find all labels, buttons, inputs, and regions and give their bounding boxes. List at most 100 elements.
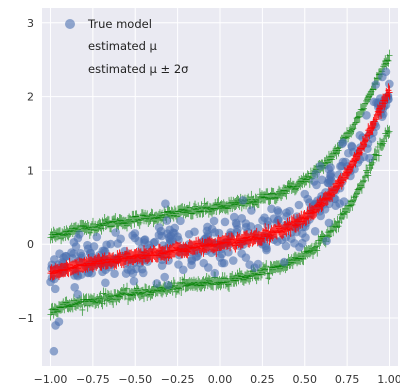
true-model-point [290,238,299,248]
true-model-point [347,142,357,152]
true-model-point [121,269,131,278]
true-model-point [190,227,199,237]
true-model-point [73,289,83,299]
x-tick-label: −0.75 [76,373,110,386]
true-model-point [355,131,365,140]
band-lower-marker [110,295,117,308]
true-model-point [241,222,251,232]
true-model-point [176,216,185,226]
true-model-point [285,206,294,216]
true-model-point [199,258,209,268]
true-model-point [92,232,102,242]
x-tick-label: 0.00 [208,373,233,386]
band-lower-marker [246,272,253,285]
band-lower-marker [385,126,392,139]
true-model-point [70,271,79,280]
band-lower-marker [209,277,216,290]
band-lower-marker [375,149,382,162]
true-model-point [338,138,348,147]
x-tick-label: 0.75 [335,373,360,386]
tick-labels: −1.00 −0.75 −0.50 −0.25 0.00 0.25 0.50 0.75 1.00… [18,17,400,386]
true-model-point [339,197,349,206]
true-model-point [217,258,227,268]
band-upper-marker [329,153,336,166]
mu-marker [386,85,393,100]
band-lower-marker [149,286,156,299]
mu-marker [213,243,220,258]
band-upper-marker [351,118,358,131]
true-model-point [160,272,169,282]
true-model-point [110,269,119,279]
band-lower-marker [257,268,264,281]
true-model-point [247,206,256,215]
true-model-point [129,276,139,286]
true-model-point [253,223,263,233]
true-model-point [168,236,177,246]
true-model-point [50,284,60,294]
true-model-point [317,175,327,185]
true-model-point [178,265,188,275]
true-model-point [273,206,282,215]
y-tick-label: −1 [18,312,34,325]
x-tick-label: 1.00 [377,373,400,386]
band-upper-marker [84,219,91,232]
band-upper-marker [128,217,135,230]
true-model-point [322,236,331,246]
mu-markers [47,83,393,281]
true-model-point [315,161,325,171]
band-lower-marker [352,190,359,203]
band-lower-marker [263,260,270,273]
true-model-point [214,228,224,238]
band-lower-marker [344,206,351,219]
true-model-point [303,194,313,204]
band-upper-marker [199,205,206,218]
true-model-point [371,80,381,89]
band-upper-marker [386,49,393,62]
band-lower-marker [372,148,379,161]
true-model-point [210,268,220,278]
true-model-point [162,216,172,225]
true-model-point [203,222,212,232]
legend: True model estimated μ estimated μ ± 2σ [65,17,188,76]
band-lower-marker [299,252,306,265]
true-model-point [228,256,238,265]
band-markers [47,49,393,321]
band-lower-marker [316,237,323,250]
band-upper-marker [356,110,363,123]
true-model-point [237,214,247,223]
true-model-point [152,279,162,288]
x-tick-label: −1.00 [34,373,68,386]
true-model-point [220,217,230,227]
band-lower-marker [358,181,365,194]
band-lower-marker [77,296,84,309]
mu-marker [385,83,392,98]
true-model-point [316,211,326,221]
true-model-point [385,79,394,89]
band-lower-marker [266,267,273,280]
band-lower-marker [217,278,224,291]
true-model-point [116,234,125,244]
band-lower-marker [226,279,233,292]
mu-marker [381,96,388,111]
true-model-point [161,199,170,209]
true-model-point [128,268,138,278]
true-model-point [301,233,310,242]
true-model-point [209,216,219,226]
true-model-point [362,111,371,120]
true-model-point [311,169,321,179]
true-model-point [130,229,140,238]
band-lower-marker [386,125,393,138]
true-model-point [138,268,148,278]
band-lower-marker [380,137,387,150]
true-model-point [149,238,159,247]
true-model-point [70,283,79,292]
true-model-point [238,195,248,205]
x-tick-label: −0.25 [161,373,195,386]
true-model-point [326,169,336,179]
band-lower-marker [79,303,86,316]
true-model-point [331,201,341,211]
y-tick-label: 3 [27,17,34,30]
true-model-point [279,257,289,267]
true-model-point [250,263,259,272]
band-upper-marker [148,208,155,221]
